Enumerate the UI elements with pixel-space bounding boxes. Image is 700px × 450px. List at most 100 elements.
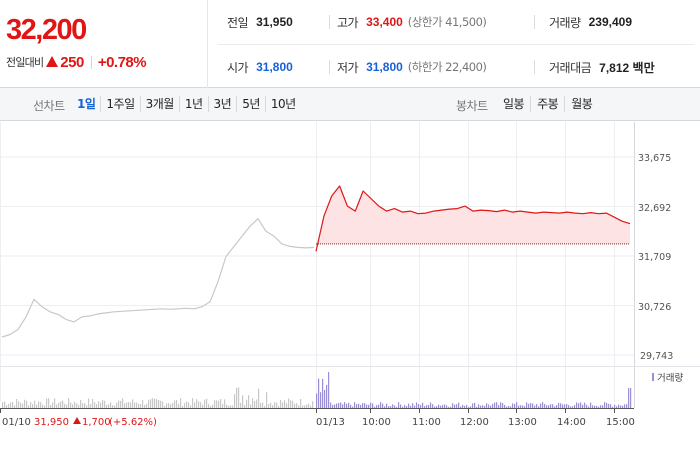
volume-bar	[564, 404, 566, 408]
volume-bar	[298, 405, 300, 408]
volume-bar	[244, 404, 246, 408]
divider	[218, 44, 694, 45]
volume-bar	[322, 378, 324, 408]
stat-low: 저가 31,800 (하한가 22,400)	[337, 58, 487, 76]
volume-bar	[442, 404, 444, 408]
volume-bar	[498, 405, 500, 408]
volume-bar	[410, 405, 412, 408]
volume-bar	[28, 405, 30, 408]
price-chart[interactable]: 33,675 32,692 31,709 30,726 29,743 거래량 0…	[0, 122, 700, 450]
volume-bar	[138, 403, 140, 408]
volume-bar	[150, 399, 152, 408]
volume-bar	[610, 404, 612, 408]
period-tab-3y[interactable]: 3년	[209, 96, 238, 112]
period-tab-1d[interactable]: 1일	[72, 96, 102, 112]
candle-tab-monthly[interactable]: 월봉	[571, 97, 593, 111]
volume-bar	[602, 405, 604, 408]
current-price: 32,200	[6, 14, 87, 46]
volume-bar	[420, 405, 422, 408]
volume-bar	[454, 404, 456, 408]
volume-bar	[82, 403, 84, 408]
volume-bar	[206, 398, 208, 408]
volume-bar	[74, 401, 76, 408]
volume-bar	[272, 405, 274, 408]
volume-bar	[432, 404, 434, 408]
volume-bar	[164, 405, 166, 408]
volume-bar	[316, 393, 318, 408]
x-label-time: 11:00	[412, 417, 441, 428]
period-tab-10y[interactable]: 10년	[270, 97, 296, 111]
candle-tab-weekly[interactable]: 주봉	[531, 96, 566, 112]
volume-bar	[576, 402, 578, 408]
volume-bar	[326, 385, 328, 408]
volume-bar	[406, 406, 408, 408]
price-area-fill	[316, 186, 630, 252]
price-line-today	[315, 185, 631, 252]
volume-bar	[392, 404, 394, 408]
volume-bar	[262, 402, 264, 408]
volume-bar	[358, 403, 360, 408]
volume-bar	[228, 405, 230, 408]
volume-bar	[90, 404, 92, 408]
volume-bar	[404, 405, 406, 408]
volume-bar	[570, 406, 572, 408]
price-chart-svg[interactable]: 33,675 32,692 31,709 30,726 29,743 거래량 0…	[0, 122, 700, 450]
volume-bar	[94, 402, 96, 408]
volume-bar	[250, 404, 252, 408]
volume-bar	[320, 392, 322, 408]
volume-bar	[126, 402, 128, 408]
volume-bar	[102, 399, 104, 408]
volume-bar	[110, 402, 112, 408]
volume-bar	[128, 402, 130, 408]
volume-bar	[258, 388, 260, 408]
period-tab-5y[interactable]: 5년	[237, 96, 266, 112]
volume-bar	[460, 406, 462, 408]
volume-bar	[584, 402, 586, 408]
volume-bar	[118, 400, 120, 408]
volume-bar	[514, 404, 516, 408]
period-tab-1w[interactable]: 1주일	[101, 96, 141, 112]
volume-bar	[412, 403, 414, 408]
volume-bar	[48, 398, 50, 408]
volume-bar	[120, 400, 122, 408]
volume-bar	[278, 405, 280, 408]
volume-bar	[194, 402, 196, 408]
volume-bar	[540, 403, 542, 408]
volume-bar	[356, 404, 358, 408]
volume-bar	[342, 404, 344, 408]
volume-bar	[266, 392, 268, 408]
volume-bar	[446, 405, 448, 408]
volume-bar	[210, 405, 212, 408]
volume-bar	[18, 401, 20, 408]
volume-bar	[586, 404, 588, 408]
volume-bar	[180, 398, 182, 408]
volume-bar	[232, 405, 234, 408]
volume-bar	[572, 406, 574, 408]
volume-bar	[424, 406, 426, 408]
volume-bar	[6, 405, 8, 408]
volume-bar	[348, 402, 350, 408]
volume-bar	[220, 399, 222, 408]
period-tab-1y[interactable]: 1년	[180, 96, 209, 112]
period-tab-3m[interactable]: 3개월	[141, 96, 180, 112]
candle-tab-daily[interactable]: 일봉	[497, 96, 532, 112]
stat-label: 시가	[227, 60, 249, 75]
volume-bar	[582, 404, 584, 408]
volume-bar	[290, 400, 292, 408]
volume-bar	[38, 401, 40, 408]
volume-bar	[596, 405, 598, 408]
y-tick-label: 33,675	[638, 153, 671, 164]
volume-bar	[608, 403, 610, 408]
stat-label: 저가	[337, 60, 359, 75]
volume-bar	[116, 402, 118, 408]
volume-bar	[296, 403, 298, 408]
volume-bar	[408, 403, 410, 408]
stat-label: 고가	[337, 15, 359, 30]
volume-bar	[502, 402, 504, 408]
volume-bar	[512, 403, 514, 408]
volume-bar	[288, 398, 290, 408]
divider	[329, 15, 330, 29]
volume-bar	[108, 404, 110, 408]
volume-bar	[352, 406, 354, 408]
volume-bar	[192, 398, 194, 408]
